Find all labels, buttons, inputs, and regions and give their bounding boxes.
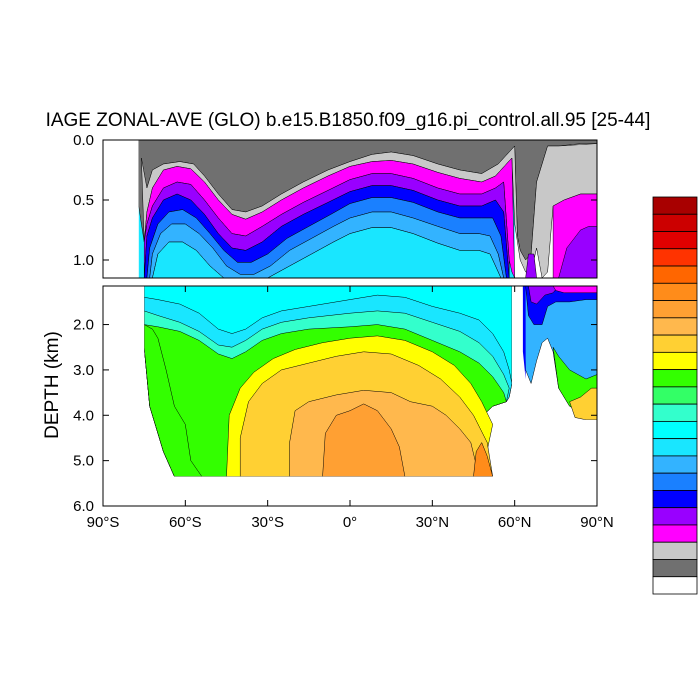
upper-ytick-label: 0.5 xyxy=(73,192,94,209)
lower-ytick-label: 4.0 xyxy=(73,407,94,424)
colorbar-swatch xyxy=(652,386,698,405)
colorbar-swatch xyxy=(652,403,698,422)
xtick-label: 60°N xyxy=(498,514,532,531)
deep-darkorange xyxy=(473,441,494,477)
colorbar-swatch xyxy=(652,490,698,509)
colorbar-swatch xyxy=(652,196,698,215)
seafloor-arctic xyxy=(522,351,597,506)
colorbar-swatch xyxy=(652,369,698,388)
colorbar-swatch xyxy=(652,455,698,474)
lower-ytick-label: 6.0 xyxy=(73,498,94,515)
contour-panels xyxy=(103,140,597,506)
xtick-label: 30°S xyxy=(251,514,284,531)
lower-ytick-label: 5.0 xyxy=(73,453,94,470)
arctic-purple-low xyxy=(528,286,559,305)
colorbar-swatch xyxy=(652,576,698,595)
chart-title: IAGE ZONAL-AVE (GLO) b.e15.B1850.f09_g16… xyxy=(46,110,651,131)
arctic-basin-blue xyxy=(522,286,526,379)
contour-band-7 xyxy=(152,227,502,278)
arctic-gold xyxy=(569,387,597,421)
colorbar-swatch xyxy=(652,420,698,440)
gap-ridge xyxy=(511,286,523,389)
south-green xyxy=(143,324,203,477)
colorbar-swatch xyxy=(652,265,698,284)
colorbar-swatch xyxy=(652,300,698,319)
colorbar-swatch xyxy=(652,559,698,578)
xtick-label: 30°N xyxy=(416,514,450,531)
colorbar xyxy=(652,196,698,595)
upper-panel xyxy=(103,140,597,278)
colorbar-swatch xyxy=(652,213,698,232)
lower-ytick-label: 3.0 xyxy=(73,362,94,379)
land-south-low xyxy=(103,286,145,506)
y-axis-label: DEPTH (km) xyxy=(42,331,63,439)
upper-ytick-label: 1.0 xyxy=(73,252,94,269)
lower-panel xyxy=(103,286,597,506)
nordic-purple xyxy=(525,253,537,278)
xtick-label: 0° xyxy=(343,514,357,531)
colorbar-swatch xyxy=(652,248,698,267)
colorbar-swatch xyxy=(652,524,698,543)
colorbar-swatch xyxy=(652,541,698,560)
colorbar-swatch xyxy=(652,317,698,336)
colorbar-swatch xyxy=(652,472,698,491)
colorbar-swatch xyxy=(652,231,698,250)
colorbar-swatch xyxy=(652,438,698,457)
xtick-label: 60°S xyxy=(169,514,202,531)
upper-ytick-label: 0.0 xyxy=(73,132,94,149)
land-south xyxy=(103,140,139,278)
axes: 0.0 0.5 1.0 2.0 3.0 4.0 5.0 6.090°S 60°S 30°S 0° 30… xyxy=(73,132,614,531)
upper-frame xyxy=(102,139,598,279)
arctic-magenta-low xyxy=(552,286,597,294)
deep-orange xyxy=(322,403,406,477)
colorbar-swatch xyxy=(652,282,698,301)
lower-ytick-label: 2.0 xyxy=(73,317,94,334)
colorbar-swatch xyxy=(652,351,698,371)
colorbar-swatch xyxy=(652,507,698,526)
xtick-label: 90°N xyxy=(580,514,614,531)
colorbar-swatch xyxy=(652,334,698,353)
xtick-label: 90°S xyxy=(87,514,120,531)
seafloor-main xyxy=(144,351,518,506)
arctic-purple xyxy=(558,226,597,278)
